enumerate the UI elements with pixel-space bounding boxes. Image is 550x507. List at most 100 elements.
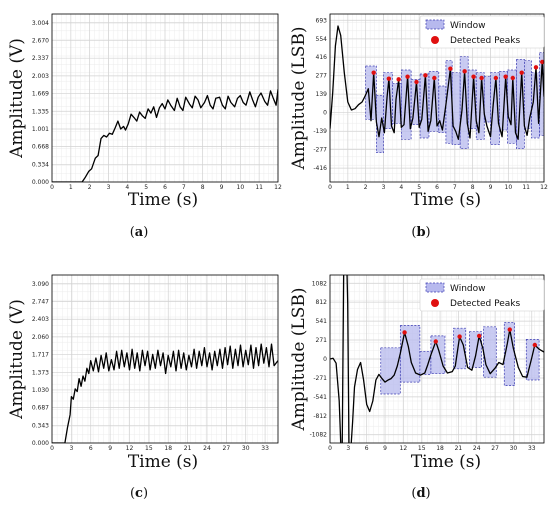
window-rect xyxy=(525,339,540,381)
peak-point xyxy=(405,74,410,79)
y-tick-label: 812 xyxy=(316,299,328,306)
window-rect xyxy=(445,60,453,144)
window-rect xyxy=(524,60,532,130)
x-tick-label: 30 xyxy=(242,445,250,452)
plot-frame xyxy=(329,13,545,183)
panel-d: 0 3 6 9 12 15 18 21 24 27 30 33 1082 812 541 271 0 -271 -5… xyxy=(289,274,545,501)
x-tick-label: 15 xyxy=(418,445,426,452)
x-tick-label: 12 xyxy=(274,184,282,191)
window-rect xyxy=(365,65,377,120)
window-rect xyxy=(539,52,544,136)
legend-peak-marker xyxy=(431,36,439,44)
y-tick-label: 0.668 xyxy=(32,144,49,151)
x-tick-label: 6 xyxy=(163,184,167,191)
x-tick-label: 7 xyxy=(453,184,457,191)
window-rect xyxy=(380,347,401,395)
panel-c: 0 3 6 9 12 15 18 21 24 27 30 33 0.000 0.343 0.687 1.030… xyxy=(7,274,279,501)
x-tick-label: 9 xyxy=(383,445,387,452)
x-axis-label: Time (s) xyxy=(411,190,481,210)
peak-point xyxy=(432,75,437,81)
y-tick-label: 0.334 xyxy=(32,161,49,168)
legend-entry-window: Window xyxy=(450,284,486,294)
x-tick-label: 33 xyxy=(528,445,536,452)
x-tick-label: 18 xyxy=(164,445,172,452)
peak-point xyxy=(386,76,392,81)
y-tick-label: -277 xyxy=(313,147,327,154)
y-tick-label: 2.403 xyxy=(32,316,49,323)
x-tick-label: 10 xyxy=(237,184,245,191)
x-tick-label: 1 xyxy=(69,184,73,191)
x-tick-label: 4 xyxy=(399,184,403,191)
x-tick-label: 2 xyxy=(364,184,368,191)
x-tick-label: 15 xyxy=(145,445,153,452)
x-tick-label: 0 xyxy=(328,445,332,452)
x-tick-label: 6 xyxy=(89,445,93,452)
peak-point xyxy=(471,74,476,79)
legend-entry-peaks: Detected Peaks xyxy=(450,36,520,46)
peak-point xyxy=(533,65,539,70)
y-tick-label: 0.687 xyxy=(32,405,49,412)
window-rect xyxy=(503,322,516,386)
peak-point xyxy=(532,342,538,348)
series-line xyxy=(330,275,544,443)
x-tick-label: 4 xyxy=(125,184,129,191)
legend-peak-marker xyxy=(431,299,439,307)
panel-caption: (a) xyxy=(130,225,149,240)
panel-a: 0 1 2 3 4 5 6 7 8 9 10 11 120.0000.3340.6681.0011.33… xyxy=(7,13,282,240)
peak-point xyxy=(462,69,467,74)
window-rect xyxy=(392,82,402,124)
y-tick-label: -139 xyxy=(313,128,327,135)
peak-point xyxy=(503,74,508,79)
y-tick-label: 1.001 xyxy=(32,126,49,133)
window-rect xyxy=(459,56,469,150)
x-tick-label: 9 xyxy=(220,184,224,191)
x-tick-label: 18 xyxy=(436,445,444,452)
x-tick-label: 12 xyxy=(126,445,134,452)
x-tick-label: 11 xyxy=(522,184,530,191)
series-line xyxy=(330,25,544,140)
panel-b: 0 1 2 3 4 5 6 7 8 9 10 11 126935544162771390-139-277… xyxy=(289,13,548,240)
y-tick-label: 1082 xyxy=(312,280,327,287)
y-axis-label: Amplitude (LSB) xyxy=(289,27,309,171)
x-tick-label: 9 xyxy=(489,184,493,191)
y-tick-label: 1.373 xyxy=(32,369,49,376)
legend: Window Detected Peaks xyxy=(419,15,545,49)
peak-point xyxy=(414,79,419,85)
y-tick-label: -416 xyxy=(313,165,327,172)
x-tick-label: 6 xyxy=(365,445,369,452)
x-tick-label: 0 xyxy=(328,184,332,191)
x-tick-label: 0 xyxy=(50,184,54,191)
peak-point xyxy=(371,70,376,75)
y-tick-label: 0.343 xyxy=(32,422,49,429)
x-tick-label: 6 xyxy=(435,184,439,191)
y-axis-label: Amplitude (LSB) xyxy=(289,288,309,432)
x-tick-label: 8 xyxy=(201,184,205,191)
x-tick-label: 3 xyxy=(107,184,111,191)
x-tick-label: 9 xyxy=(108,445,112,452)
y-tick-label: 2.003 xyxy=(32,73,49,80)
y-tick-label: 139 xyxy=(316,91,328,98)
peak-point xyxy=(540,59,545,65)
peak-point xyxy=(433,339,438,344)
y-tick-label: 3.090 xyxy=(32,281,49,288)
y-tick-label: 0.000 xyxy=(32,440,49,447)
y-tick-label: 1.335 xyxy=(32,108,49,115)
y-tick-label: 2.060 xyxy=(32,334,49,341)
x-tick-label: 2 xyxy=(88,184,92,191)
x-tick-label: 24 xyxy=(473,445,481,452)
y-tick-label: 541 xyxy=(316,318,328,325)
peak-point xyxy=(448,66,453,71)
x-tick-label: 12 xyxy=(540,184,548,191)
x-tick-label: 21 xyxy=(184,445,192,452)
x-tick-label: 12 xyxy=(400,445,408,452)
peak-point xyxy=(510,75,515,81)
y-tick-label: -541 xyxy=(313,394,327,401)
y-tick-label: 0.000 xyxy=(32,179,49,186)
plot-frame xyxy=(51,274,279,444)
y-tick-label: -1082 xyxy=(310,432,328,439)
x-axis-label: Time (s) xyxy=(128,190,198,210)
peak-point xyxy=(519,70,524,75)
legend-entry-window: Window xyxy=(450,21,486,31)
plot-frame xyxy=(51,13,279,183)
